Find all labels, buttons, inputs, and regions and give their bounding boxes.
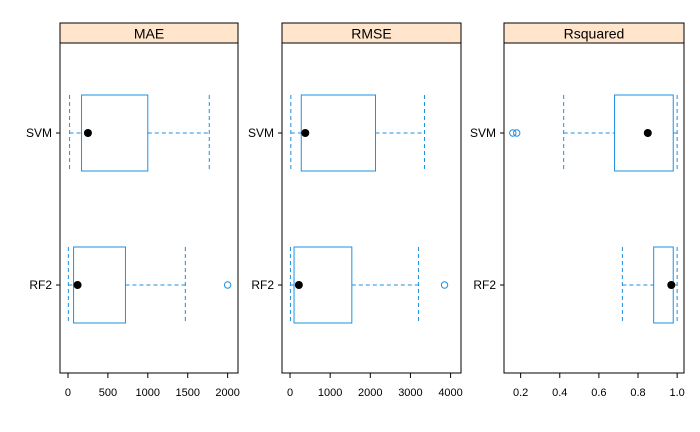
x-tick-label: 1.0 (670, 387, 685, 399)
x-tick-label: 0.8 (630, 387, 645, 399)
box-svm (614, 94, 674, 172)
panel-title: RMSE (351, 26, 391, 42)
x-tick-label: 0 (287, 387, 293, 399)
category-label-rf2: RF2 (473, 278, 496, 292)
outlier-rf2 (440, 281, 449, 289)
category-label-svm: SVM (248, 126, 274, 140)
x-tick-label: 3000 (398, 387, 422, 399)
panel-frame (503, 42, 685, 374)
median-dot-rf2 (667, 281, 676, 289)
median-dot-svm (643, 129, 652, 137)
panel-frame (281, 42, 462, 374)
x-tick-label: 0.2 (513, 387, 528, 399)
category-label-svm: SVM (26, 126, 52, 140)
panel-mae: MAE SVM RF2 0 500 1000 1500 2000 (26, 22, 240, 399)
panel-title: MAE (134, 26, 164, 42)
panel-frame (59, 42, 239, 374)
median-dot-svm (83, 129, 92, 137)
outlier-svm (509, 129, 517, 137)
x-tick-label: 0 (65, 387, 71, 399)
box-svm (300, 94, 377, 172)
x-tick-label: 2000 (358, 387, 382, 399)
box-rf2 (293, 246, 353, 324)
panel-rsquared: Rsquared SVM RF2 0.2 0.4 0.6 0.8 1.0 (470, 22, 685, 399)
category-label-rf2: RF2 (29, 278, 52, 292)
x-tick-label: 0.6 (591, 387, 606, 399)
x-tick-label: 1500 (175, 387, 199, 399)
outlier-svm (513, 129, 521, 137)
panel-rmse: RMSE SVM RF2 0 1000 2000 3000 4000 (248, 22, 463, 399)
category-label-rf2: RF2 (251, 278, 274, 292)
x-tick-label: 2000 (215, 387, 239, 399)
x-tick-label: 1000 (136, 387, 160, 399)
x-tick-label: 500 (99, 387, 117, 399)
x-tick-label: 1000 (318, 387, 342, 399)
median-dot-rf2 (73, 281, 82, 289)
panel-title: Rsquared (564, 26, 625, 42)
median-dot-rf2 (294, 281, 303, 289)
outlier-rf2 (223, 281, 232, 289)
x-tick-label: 0.4 (552, 387, 567, 399)
x-tick-label: 4000 (438, 387, 462, 399)
box-svm (81, 94, 149, 172)
category-label-svm: SVM (470, 126, 496, 140)
median-dot-svm (301, 129, 310, 137)
